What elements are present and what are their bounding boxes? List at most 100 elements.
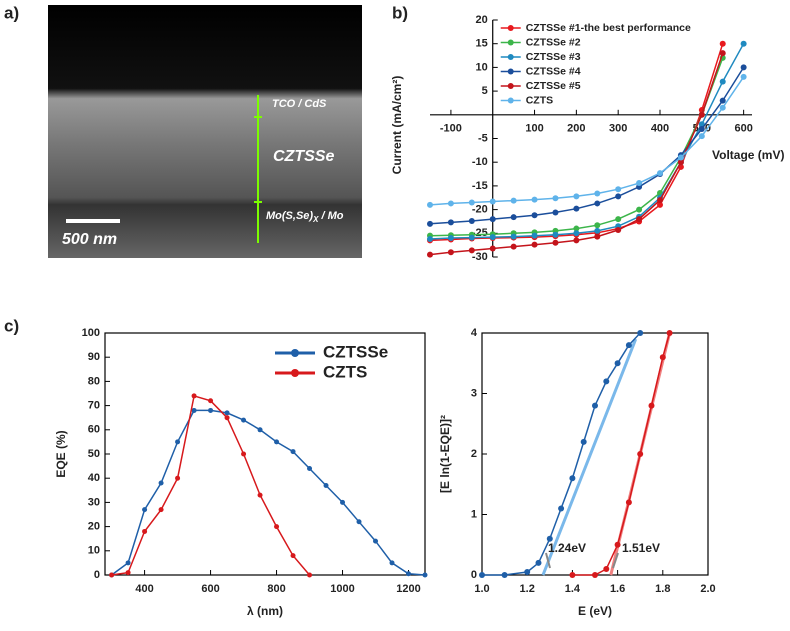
data-point (659, 354, 666, 361)
y-tick-label: -5 (478, 132, 488, 144)
y-axis-label: Current (mA/cm²) (390, 76, 404, 175)
data-point (307, 572, 313, 578)
legend-marker (507, 68, 514, 75)
data-point (224, 415, 230, 421)
series-line (111, 394, 311, 576)
y-tick-label: 20 (475, 14, 487, 26)
data-point (603, 378, 610, 385)
data-point (637, 330, 644, 336)
panel-label: a) (4, 3, 19, 22)
x-tick-label: 100 (525, 123, 543, 135)
data-point (208, 398, 214, 404)
data-point (175, 439, 181, 445)
data-point (637, 451, 644, 457)
data-point (614, 360, 621, 367)
data-point (698, 133, 705, 140)
x-tick-label: 600 (734, 123, 752, 135)
data-point (552, 239, 559, 246)
y-tick-label: 40 (88, 472, 100, 484)
data-point (569, 572, 576, 578)
data-point (592, 572, 598, 578)
series-line (429, 43, 745, 240)
data-point (447, 200, 454, 207)
data-point (468, 217, 475, 224)
sem-label-part: / Mo (318, 210, 343, 222)
data-point (719, 78, 726, 85)
data-point (510, 233, 517, 240)
data-point (142, 528, 148, 534)
data-point (719, 104, 726, 111)
data-point (531, 196, 538, 203)
data-point (489, 245, 496, 252)
data-point (191, 407, 197, 413)
x-tick-label: 1.6 (610, 583, 625, 595)
sem-label: TCO / CdS (272, 98, 327, 110)
x-tick-label: 400 (651, 123, 669, 135)
x-tick-label: 600 (201, 583, 219, 595)
data-point (501, 572, 508, 578)
data-point (740, 64, 747, 71)
data-point (274, 439, 280, 445)
x-tick-label: 1.4 (565, 583, 581, 595)
data-point (422, 572, 428, 578)
data-point (580, 438, 587, 445)
data-point (389, 560, 395, 566)
data-point (158, 507, 164, 513)
data-point (510, 214, 517, 221)
data-point (257, 492, 263, 498)
y-tick-label: -15 (472, 180, 488, 192)
y-tick-label: 90 (88, 351, 100, 363)
data-point (594, 200, 601, 207)
data-point (531, 241, 538, 248)
data-point (373, 538, 379, 544)
series-line (482, 332, 641, 576)
y-tick-label: 0 (471, 569, 477, 581)
data-point (510, 197, 517, 204)
x-axis-label: E (eV) (578, 604, 612, 618)
data-point (594, 227, 601, 234)
data-point (636, 216, 643, 223)
x-tick-label: 1200 (396, 583, 420, 595)
data-point (208, 407, 214, 413)
data-point (323, 482, 329, 488)
legend-marker (507, 97, 514, 104)
data-point (307, 466, 313, 472)
data-point (274, 524, 280, 530)
legend-marker (507, 39, 514, 46)
data-point (489, 216, 496, 223)
y-axis-label: [E ln(1-EQE)]² (438, 415, 452, 493)
data-point (427, 201, 433, 208)
scale-bar (66, 219, 120, 223)
data-point (698, 126, 705, 133)
data-point (447, 219, 454, 226)
fit-line (541, 338, 638, 576)
legend-marker (507, 54, 514, 60)
x-axis-label: λ (nm) (247, 604, 283, 618)
annotation-arrow (612, 552, 619, 569)
x-tick-label: 200 (567, 123, 585, 135)
y-tick-label: 70 (88, 400, 100, 412)
legend-label: CZTSSe #5 (526, 80, 581, 92)
legend-marker (507, 83, 514, 89)
data-point (719, 97, 726, 104)
data-point (603, 565, 610, 572)
data-point (558, 505, 565, 512)
data-point (719, 40, 726, 47)
legend-label: CZTSSe #3 (526, 51, 581, 63)
y-tick-label: 5 (482, 85, 488, 97)
data-point (447, 235, 454, 242)
data-point (340, 499, 346, 505)
y-tick-label: 15 (475, 38, 487, 50)
data-point (290, 449, 296, 455)
data-point (592, 402, 598, 409)
data-point (531, 212, 538, 219)
y-tick-label: 10 (88, 545, 100, 557)
y-tick-label: 10 (475, 61, 487, 73)
x-tick-label: 400 (135, 583, 153, 595)
series-line (429, 67, 745, 225)
series-line (429, 76, 745, 206)
y-tick-label: 4 (471, 327, 478, 339)
series-line (111, 409, 426, 576)
plot-frame (104, 332, 426, 576)
